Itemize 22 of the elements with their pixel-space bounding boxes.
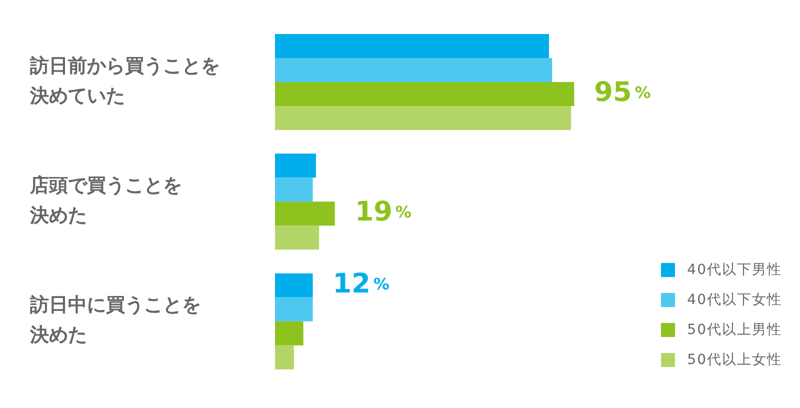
bar (275, 106, 572, 130)
bar (275, 154, 316, 178)
data-label: 19% (354, 197, 412, 228)
legend-label: 50代以上男性 (687, 321, 782, 339)
bar (275, 297, 313, 322)
y-tick-label: 店頭で買うことを決めた (29, 174, 182, 227)
y-tick-label: 訪日中に買うことを決めた (29, 294, 201, 346)
bar (275, 178, 313, 202)
y-tick-label: 訪日前から買うことを決めていた (29, 55, 220, 108)
bar (275, 58, 552, 82)
bar (275, 82, 574, 106)
data-label: 12% (332, 268, 390, 300)
data-label: 95% (594, 77, 651, 108)
legend-label: 50代以上女性 (687, 351, 782, 369)
bar (275, 273, 313, 298)
legend-label: 40代以下男性 (687, 261, 782, 279)
bar (275, 345, 294, 370)
bar (275, 202, 335, 226)
bar (275, 226, 320, 250)
bar (275, 321, 304, 346)
legend-label: 40代以下女性 (687, 291, 782, 309)
bar (275, 34, 549, 58)
